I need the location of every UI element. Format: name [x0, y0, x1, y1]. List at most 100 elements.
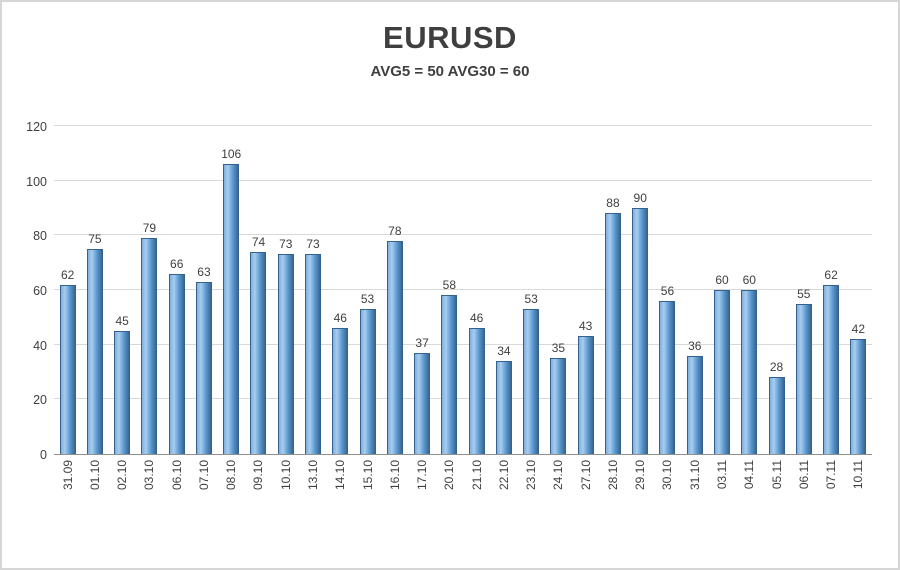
x-label-slot: 15.10: [354, 455, 381, 517]
bar: [768, 377, 785, 454]
gridline: [54, 289, 872, 290]
x-label-slot: 03.10: [136, 455, 163, 517]
bar-column: 35: [545, 126, 572, 454]
x-label-slot: 29.10: [627, 455, 654, 517]
bar-value-label: 66: [170, 256, 184, 271]
x-axis-label: 28.10: [605, 460, 620, 491]
bar-column: 63: [190, 126, 217, 454]
x-axis-label: 31.10: [687, 460, 702, 491]
bar: [468, 328, 485, 454]
y-tick-label: 80: [33, 229, 47, 244]
x-label-slot: 22.10: [490, 455, 517, 517]
y-tick-label: 60: [33, 284, 47, 298]
x-label-slot: 17.10: [408, 455, 435, 517]
bar: [632, 208, 649, 454]
x-axis-label: 07.10: [196, 460, 211, 491]
x-label-slot: 31.09: [54, 455, 81, 517]
bar: [441, 295, 458, 454]
x-axis-label: 01.10: [87, 460, 102, 491]
gridline: [54, 398, 872, 400]
bar: [414, 352, 431, 454]
bar-value-label: 60: [715, 273, 729, 287]
bar-value-label: 106: [221, 147, 242, 162]
bar-column: 62: [54, 126, 81, 454]
x-axis-label: 03.10: [142, 460, 157, 491]
x-axis-label: 14.10: [333, 460, 348, 491]
bar-chart: 0 20 40 60 80 100 120 62 75 45 79 66 63 106 74 73 73 46 5…: [2, 120, 898, 517]
bar-value-label: 45: [115, 314, 129, 328]
x-label-slot: 08.10: [218, 455, 245, 517]
bar: [277, 254, 294, 454]
bar: [114, 331, 131, 454]
bar: [305, 254, 322, 454]
x-label-slot: 10.11: [845, 455, 872, 517]
bar-column: 58: [436, 126, 463, 454]
x-axis-label: 06.10: [169, 460, 184, 491]
bar: [577, 336, 594, 454]
bar: [604, 213, 621, 454]
bar-value-label: 62: [60, 267, 75, 282]
bar-value-label: 60: [742, 273, 756, 287]
bar-column: 106: [218, 126, 245, 454]
bar-column: 36: [681, 126, 708, 454]
bar-column: 74: [245, 126, 272, 454]
gridline: [54, 234, 872, 236]
x-axis-label: 22.10: [496, 460, 511, 491]
bars: 62 75 45 79 66 63 106 74 73 73 46 53 78 37 58 46 34 53 35 4…: [54, 126, 872, 454]
x-axis-label: 20.10: [442, 460, 457, 491]
bar: [223, 164, 240, 454]
bar-column: 75: [81, 126, 108, 454]
bar: [741, 290, 758, 454]
bar-value-label: 55: [797, 286, 811, 301]
bar-value-label: 58: [442, 278, 457, 293]
bar: [250, 251, 267, 454]
bar-value-label: 75: [88, 232, 102, 246]
x-axis-label: 13.10: [306, 460, 321, 491]
bar-value-label: 28: [769, 360, 784, 375]
bar-value-label: 73: [279, 237, 293, 252]
bar: [386, 240, 403, 454]
bar-column: 53: [518, 126, 545, 454]
bar-value-label: 63: [197, 264, 211, 279]
bar-value-label: 37: [415, 335, 429, 350]
bar-column: 73: [272, 126, 299, 454]
bar: [359, 309, 376, 454]
x-label-slot: 06.10: [163, 455, 190, 517]
chart-subtitle: AVG5 = 50 AVG30 = 60: [370, 63, 530, 80]
bar-column: 88: [599, 126, 626, 454]
plot-area: 62 75 45 79 66 63 106 74 73 73 46 53 78 37 58 46 34 53 35 4…: [54, 125, 872, 455]
gridline: [54, 179, 872, 181]
bar: [332, 328, 349, 454]
bar: [141, 238, 158, 454]
x-axis-label: 05.11: [769, 460, 784, 490]
plot-row: 0 20 40 60 80 100 120 62 75 45 79 66 63 106 74 73 73 46 5…: [18, 120, 872, 462]
y-tick-label: 120: [26, 120, 47, 134]
y-axis: 0 20 40 60 80 100 120: [18, 120, 54, 462]
x-axis-label: 24.10: [551, 460, 566, 491]
x-axis-labels: 31.09 01.10 02.10 03.10 06.10 07.10 08.10 09.10…: [54, 455, 872, 517]
y-tick-label: 40: [33, 338, 47, 353]
bar: [850, 339, 867, 454]
bar-column: 78: [381, 126, 408, 454]
x-axis-label: 03.11: [715, 460, 729, 490]
bar-value-label: 73: [306, 237, 320, 252]
x-axis-label: 04.11: [742, 460, 757, 490]
chart-title: EURUSD: [383, 20, 517, 55]
x-label-slot: 27.10: [572, 455, 599, 517]
bar-value-label: 35: [551, 341, 566, 356]
x-axis-label: 02.10: [115, 460, 130, 491]
x-label-slot: 28.10: [599, 455, 626, 517]
x-axis-label: 23.10: [524, 460, 539, 491]
bar-column: 34: [490, 126, 517, 454]
x-axis-label: 10.11: [851, 460, 866, 490]
x-label-slot: 30.10: [654, 455, 681, 517]
x-label-slot: 23.10: [518, 455, 545, 517]
bar-column: 79: [136, 126, 163, 454]
bar: [550, 358, 567, 454]
bar-value-label: 46: [333, 311, 347, 326]
bar: [168, 273, 185, 454]
x-axis-label: 06.11: [796, 460, 811, 490]
bar-column: 62: [817, 126, 844, 454]
bar-column: 60: [708, 126, 735, 454]
